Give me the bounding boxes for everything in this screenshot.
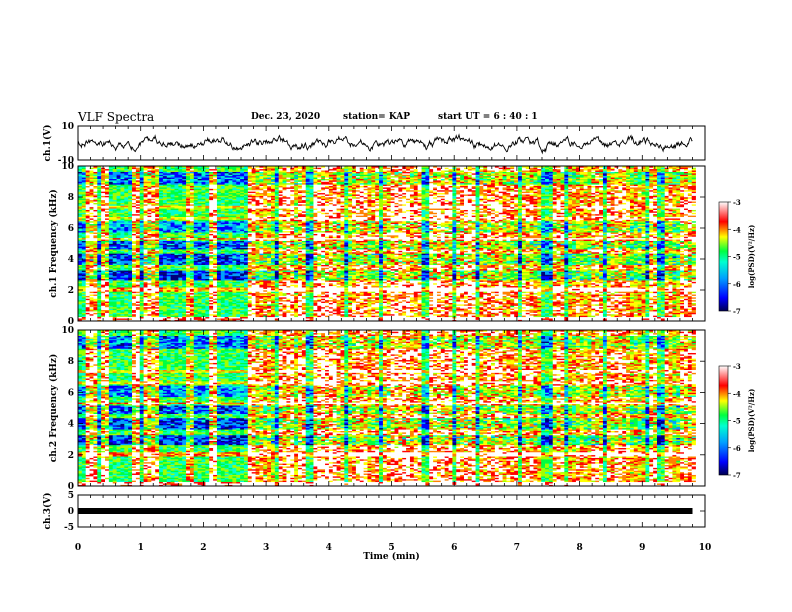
ch1-spectrogram-panel bbox=[78, 166, 696, 321]
ch1-waveform-line bbox=[78, 135, 693, 153]
ch1-waveform-panel bbox=[78, 135, 693, 153]
